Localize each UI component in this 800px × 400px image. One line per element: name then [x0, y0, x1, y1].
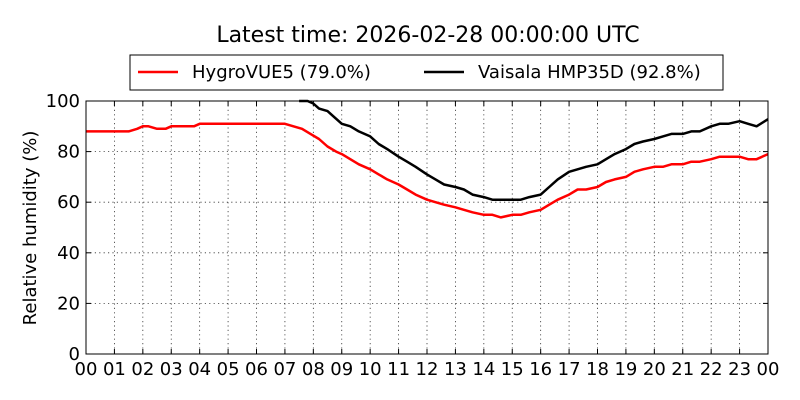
- y-tick-label: 40: [57, 243, 80, 264]
- y-tick-label: 0: [69, 344, 80, 365]
- y-tick-label: 60: [57, 192, 80, 213]
- x-tick-label: 07: [273, 359, 296, 380]
- series-line-vaisala: [299, 99, 769, 201]
- x-tick-label: 19: [614, 359, 637, 380]
- x-tick-label: 01: [103, 359, 126, 380]
- x-tick-label: 04: [188, 359, 211, 380]
- y-tick-labels: 0 20 40 60 80 100: [46, 91, 80, 365]
- x-tick-label: 00: [757, 359, 780, 380]
- x-tick-label: 15: [501, 359, 524, 380]
- x-tick-label: 09: [330, 359, 353, 380]
- x-tick-label: 12: [416, 359, 439, 380]
- x-tick-label: 18: [586, 359, 609, 380]
- x-tick-label: 23: [728, 359, 751, 380]
- x-tick-label: 10: [359, 359, 382, 380]
- x-tick-label: 17: [558, 359, 581, 380]
- series-line-hygrovue5: [86, 122, 769, 219]
- legend: HygroVUE5 (79.0%) Vaisala HMP35D (92.8%): [129, 54, 724, 91]
- tick-marks: [85, 100, 769, 355]
- x-tick-label: 00: [75, 359, 98, 380]
- x-tick-label: 13: [444, 359, 467, 380]
- plot-frame: [85, 100, 769, 355]
- y-tick-label: 100: [46, 91, 80, 112]
- x-tick-label: 11: [387, 359, 410, 380]
- x-tick-label: 08: [302, 359, 325, 380]
- chart-title: Latest time: 2026-02-28 00:00:00 UTC: [216, 23, 639, 48]
- legend-label-vaisala: Vaisala HMP35D (92.8%): [478, 62, 701, 83]
- x-tick-label: 21: [671, 359, 694, 380]
- x-tick-label: 02: [131, 359, 154, 380]
- x-tick-labels: 00 01 02 03 04 05 06 07 08 09 10 11 12 13 14 15 16 17 18 19…: [75, 359, 780, 380]
- x-tick-label: 22: [700, 359, 723, 380]
- x-tick-label: 14: [472, 359, 495, 380]
- y-tick-label: 80: [57, 142, 80, 163]
- legend-label-hygrovue5: HygroVUE5 (79.0%): [192, 62, 371, 83]
- x-tick-label: 06: [245, 359, 268, 380]
- grid-lines: [86, 101, 768, 354]
- y-tick-label: 20: [57, 293, 80, 314]
- x-tick-label: 03: [160, 359, 183, 380]
- x-tick-label: 16: [529, 359, 552, 380]
- series-lines: [86, 99, 769, 219]
- y-axis-label: Relative humidity (%): [20, 131, 41, 326]
- x-tick-label: 05: [217, 359, 240, 380]
- x-tick-label: 20: [643, 359, 666, 380]
